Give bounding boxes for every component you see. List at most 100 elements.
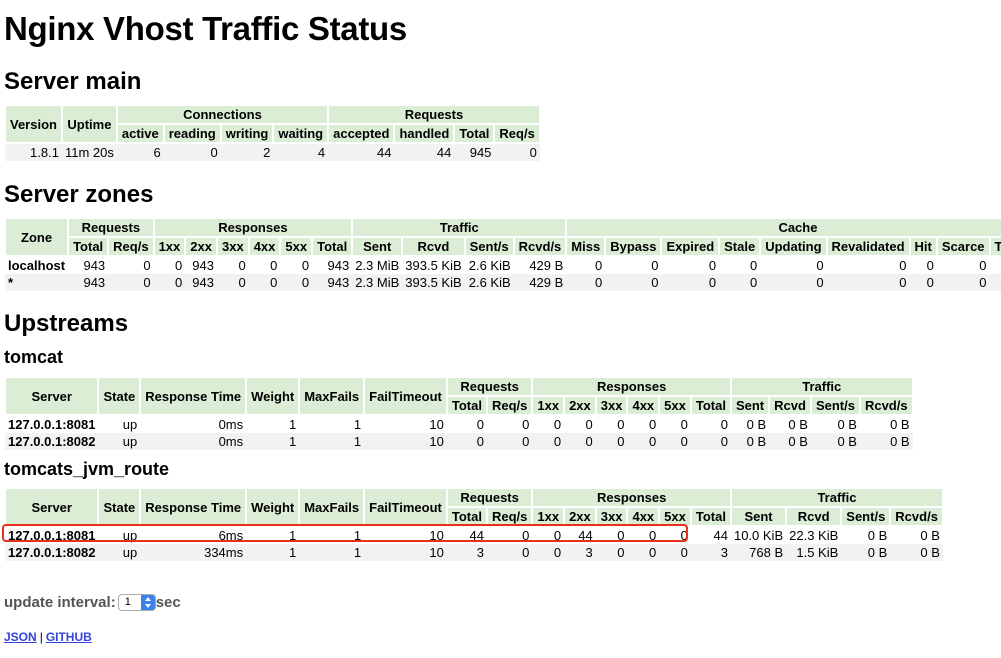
interval-select[interactable]: 1 [117,594,156,611]
column-header: Sent [351,236,404,257]
highlight-box [2,524,688,542]
upstream-name: tomcat [4,347,64,367]
cell: 0 B [841,544,891,561]
cell: 0 [476,417,484,432]
col-requests: Requests [445,376,534,397]
zone-name: localhost [8,258,66,273]
github-link[interactable]: GITHUB [45,630,92,644]
cell: 0 [553,417,562,432]
cell: 0 B [746,417,767,432]
cell: 943 [83,258,106,273]
cell: 0 [446,433,487,450]
cell: 0 [979,258,987,273]
col-weight: Weight [245,376,301,416]
column-header: Rcvd [768,395,812,416]
cell: 0 [532,544,565,561]
cell: 0 [627,433,660,450]
cell: 0 [153,274,186,291]
cell: 393.5 KiB [405,258,462,273]
column-header: 3xx [594,506,629,527]
column-header: Expired [660,236,721,257]
cell: 0 [651,258,659,273]
col-responses: Responses [531,376,732,397]
cell: 0 [216,274,249,291]
cell: 2.6 KiB [464,274,514,291]
column-header: Sent/s [840,506,892,527]
col-accepted: accepted [327,123,396,144]
cell: 0 [143,258,151,273]
cell: 4 [273,143,329,161]
cell: 0 B [920,528,940,543]
column-header: Sent [729,395,771,416]
cell: 943 [327,258,350,273]
column-header: Total [445,506,488,527]
cell: 0 [585,417,593,432]
col-connections: Connections [115,104,330,125]
cell: 10 [429,528,444,543]
column-header: Stale [718,236,762,257]
cell: 0 [594,258,603,273]
update-interval-label: update interval: [4,594,116,611]
cell: 44 [328,143,395,161]
cell: 0 [749,258,758,273]
zone-name: * [5,274,69,291]
col-active: active [115,123,165,144]
cell: 0 [163,143,221,161]
cell: 0 [175,258,183,273]
cell: 0 [661,274,720,291]
cell: 0 [659,544,691,561]
column-header: Rcvd/s [889,506,944,527]
server-address: 127.0.0.1:8082 [5,544,99,561]
cell: 0 B [788,417,808,432]
column-header: 4xx [626,395,661,416]
col-state: State [97,487,142,527]
cell: 393.5 KiB [402,274,465,291]
column-header: Rcvd [785,506,843,527]
cell: 0 [680,528,688,543]
column-header: 2xx [563,506,597,527]
server-main-table: Version Uptime Connections Requests acti… [4,104,541,161]
col-total: Total [453,123,496,144]
column-header: Rcvd/s [858,395,914,416]
cell: 429 B [513,274,567,291]
column-header: 1xx [531,395,566,416]
cell: 2 [220,143,274,161]
column-header: Miss [565,236,607,257]
col-weight: Weight [245,487,301,527]
col-response-time: Response Time [139,376,248,416]
col-responses: Responses [531,487,732,508]
cell: 0 [909,274,937,291]
cell: 0ms [140,433,247,450]
json-link[interactable]: JSON [4,630,37,644]
link-separator: | [39,630,43,644]
cell: 10 [364,544,447,561]
column-header: Sent/s [809,395,861,416]
column-header: Rcvd [401,236,466,257]
server-zones-heading: Server zones [4,181,154,208]
upstream-table: Server State Response Time Weight MaxFai… [3,487,944,561]
server-address: 127.0.0.1:8082 [5,433,99,450]
table-row: 1.8.1 11m 20s 6 0 2 4 44 44 945 0 [5,143,540,161]
cell: 3 [564,544,596,561]
upstreams-heading: Upstreams [4,310,129,337]
cell: 334ms [140,544,247,561]
column-header: Updating [759,236,828,257]
cell: up [122,528,138,543]
table-row: 127.0.0.1:8082 up 334ms 1 1 10 3 0 0 3 0 0 0 3 768 B 1.… [5,544,943,561]
cell: 1 [353,528,362,543]
cell: 0 [659,433,691,450]
cell: 1 [246,433,300,450]
cell: 44 [394,143,455,161]
server-address: 127.0.0.1:8081 [8,528,96,543]
cell: 0 B [837,417,857,432]
cell: 0 [617,417,625,432]
cell: 10 [429,417,444,432]
cell: 44 [469,528,484,543]
col-version: Version [4,104,63,144]
column-header: 1xx [152,236,187,257]
cell: 2.3 MiB [355,258,400,273]
col-zone: Zone [3,217,70,257]
cell: 0 [564,433,596,450]
cell: 22.3 KiB [789,528,839,543]
